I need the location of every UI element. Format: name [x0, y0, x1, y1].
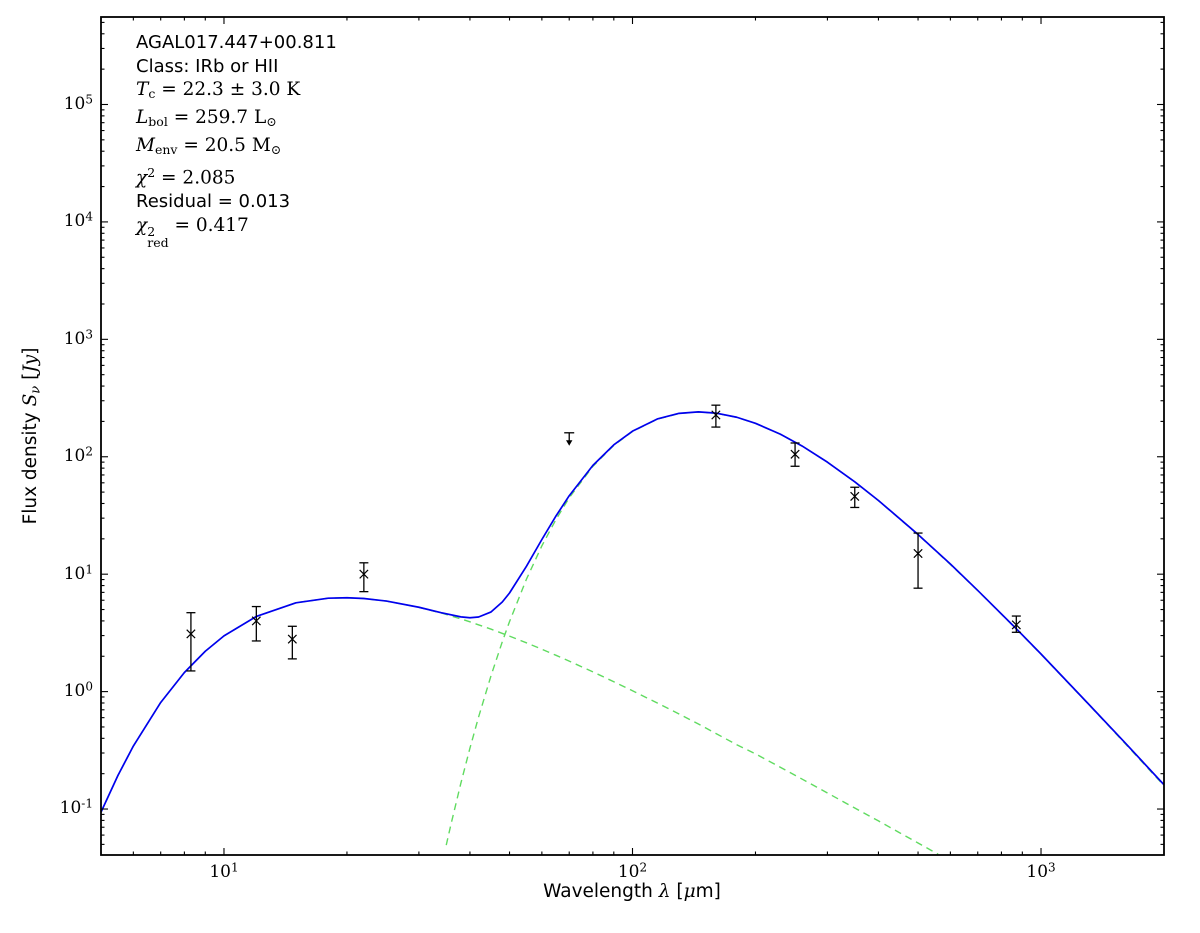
y-tick-label: 100	[63, 679, 93, 701]
fit-parameters-annotation: AGAL017.447+00.811 Class: IRb or HII Tc …	[136, 31, 337, 249]
model-curves	[101, 411, 1164, 855]
errorbar-point	[287, 625, 297, 660]
errorbar-point	[913, 532, 923, 589]
errorbar-point	[186, 612, 196, 672]
errorbar-point	[1011, 615, 1021, 633]
chi-squared: χ2 = 2.085	[136, 165, 236, 189]
errorbar-point	[359, 562, 369, 593]
source-class: Class: IRb or HII	[136, 55, 279, 77]
x-axis-label: Wavelength λ [μm]	[543, 881, 721, 902]
curve-total-model-fit	[101, 411, 1164, 813]
y-tick-label: 103	[63, 327, 93, 349]
dust-temperature: Tc = 22.3 ± 3.0 K	[136, 79, 301, 102]
y-tick-label: 105	[63, 92, 93, 114]
y-tick-label: 10-1	[59, 797, 93, 819]
errorbar-point	[790, 442, 800, 467]
envelope-mass: Menv = 20.5 M⊙	[136, 134, 282, 157]
reduced-chi-squared: χ 2 red = 0.417	[136, 214, 249, 251]
source-name: AGAL017.447+00.811	[136, 32, 337, 53]
data-points	[186, 404, 1021, 672]
residual: Residual = 0.013	[136, 191, 291, 213]
x-tick-label: 102	[617, 861, 648, 883]
y-tick-label: 101	[63, 562, 93, 584]
x-tick-label: 101	[209, 861, 239, 883]
errorbar-point	[711, 404, 721, 428]
x-tick-label: 103	[1026, 861, 1056, 883]
y-tick-label: 102	[63, 444, 93, 467]
errorbar-point	[850, 486, 860, 509]
bolometric-luminosity: Lbol = 259.7 L⊙	[136, 106, 277, 130]
axis-ticks	[100, 17, 1165, 855]
curve-warm-blackbody-component	[101, 597, 939, 855]
y-tick-label: 104	[63, 209, 93, 232]
errorbar-point	[251, 605, 261, 642]
upper-limit-marker	[564, 432, 575, 446]
